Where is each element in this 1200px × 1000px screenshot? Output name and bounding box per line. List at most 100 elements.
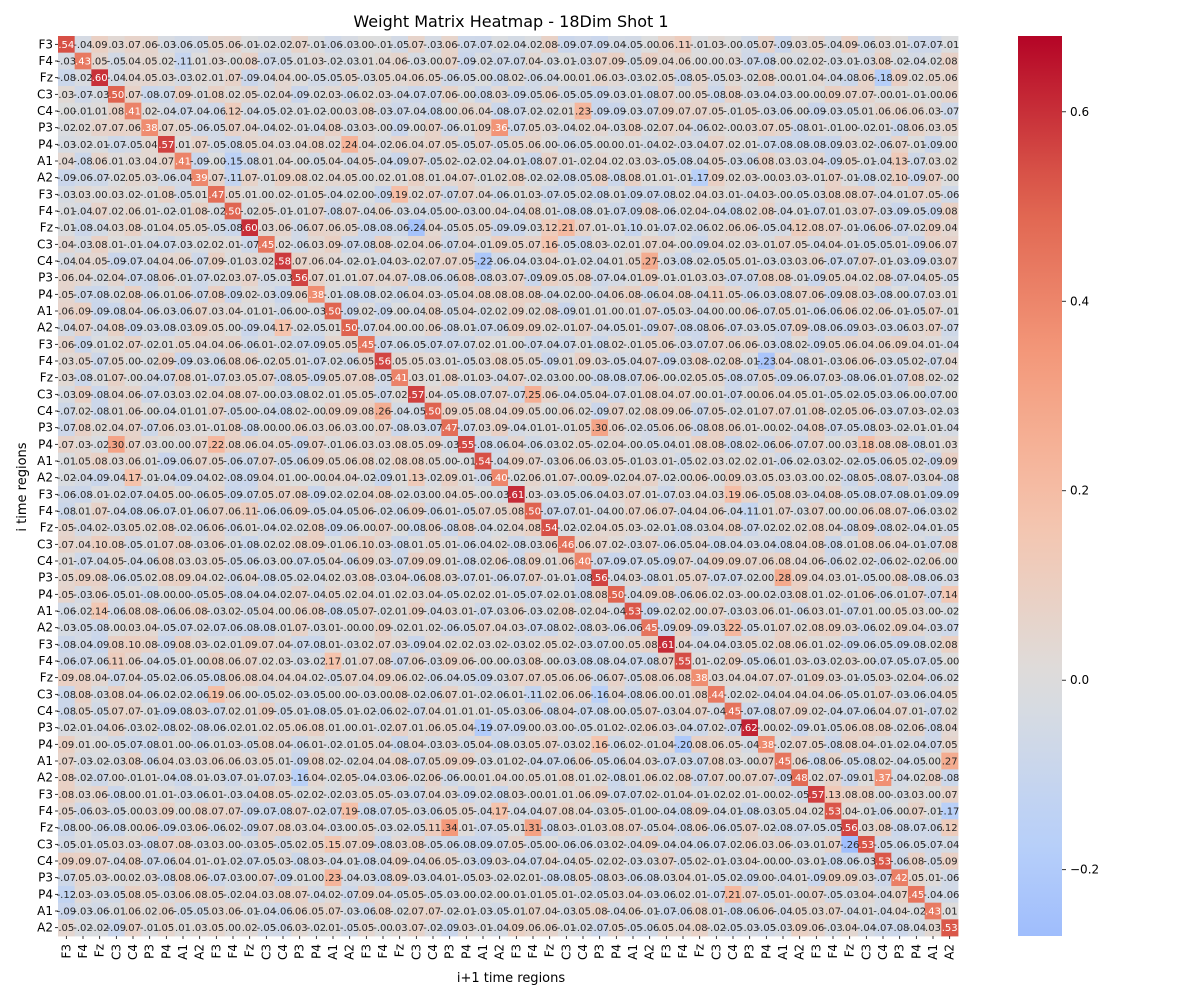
cell-annotation: .04 xyxy=(158,223,174,234)
cell-annotation: -.01 xyxy=(523,423,543,434)
cell-annotation: .09 xyxy=(942,457,958,468)
cell-annotation: -.08 xyxy=(690,323,710,334)
cell-annotation: -.03 xyxy=(540,457,560,468)
cell-annotation: .04 xyxy=(608,440,624,451)
cell-annotation: .03 xyxy=(758,190,774,201)
cell-annotation: .00 xyxy=(275,607,291,618)
cell-annotation: .05 xyxy=(925,190,941,201)
cell-annotation: .05 xyxy=(75,457,91,468)
cell-annotation: .03 xyxy=(925,123,941,134)
cell-annotation: -.07 xyxy=(890,373,910,384)
cell-annotation: .07 xyxy=(308,440,324,451)
cell-annotation: .11 xyxy=(242,507,258,518)
cell-annotation: .06 xyxy=(858,590,874,601)
cell-annotation: -.03 xyxy=(607,123,627,134)
cell-annotation: .03 xyxy=(825,373,841,384)
cell-annotation: -.08 xyxy=(573,573,593,584)
cell-annotation: .06 xyxy=(675,57,691,68)
cell-annotation: -.00 xyxy=(640,40,660,51)
cell-annotation: -.06 xyxy=(423,507,443,518)
heatmap-cell xyxy=(558,69,576,87)
cell-annotation: -.06 xyxy=(290,240,310,251)
cell-annotation: .02 xyxy=(942,507,958,518)
cell-annotation: .09 xyxy=(542,273,558,284)
cell-annotation: .02 xyxy=(408,190,424,201)
cell-annotation: .05 xyxy=(108,357,124,368)
heatmap-cell xyxy=(341,36,359,54)
cell-annotation: -.00 xyxy=(940,657,960,668)
cell-annotation: .01 xyxy=(842,573,858,584)
cell-annotation: -.01 xyxy=(890,190,910,201)
cell-annotation: .01 xyxy=(542,207,558,218)
cell-annotation: .07 xyxy=(658,90,674,101)
cell-annotation: -.00 xyxy=(557,73,577,84)
cell-annotation: .05 xyxy=(708,407,724,418)
cell-annotation: -.04 xyxy=(690,290,710,301)
cell-annotation: .03 xyxy=(925,290,941,301)
cell-annotation: -.07 xyxy=(807,373,827,384)
cell-annotation: .06 xyxy=(292,607,308,618)
cell-annotation: .08 xyxy=(158,573,174,584)
heatmap-cell xyxy=(574,36,592,54)
cell-annotation: -.03 xyxy=(690,523,710,534)
cell-annotation: -.08 xyxy=(673,73,693,84)
cell-annotation: .06 xyxy=(175,290,191,301)
cell-annotation: .05 xyxy=(575,423,591,434)
cell-annotation: -.01 xyxy=(207,423,227,434)
cell-annotation: .03 xyxy=(825,573,841,584)
cell-annotation: -.04 xyxy=(190,473,210,484)
cell-annotation: -.07 xyxy=(640,107,660,118)
cell-annotation: -.08 xyxy=(390,540,410,551)
cell-annotation: -.11 xyxy=(223,173,243,184)
cell-annotation: .03 xyxy=(192,557,208,568)
cell-annotation: .08 xyxy=(192,207,208,218)
cell-annotation: .03 xyxy=(58,373,74,384)
cell-annotation: .02 xyxy=(558,440,574,451)
cell-annotation: -.09 xyxy=(373,190,393,201)
cell-annotation: .09 xyxy=(825,90,841,101)
cell-annotation: .05 xyxy=(942,123,958,134)
cell-annotation: .07 xyxy=(58,440,74,451)
cell-annotation: .08 xyxy=(808,540,824,551)
cell-annotation: -.09 xyxy=(807,273,827,284)
cell-annotation: .07 xyxy=(208,407,224,418)
cell-annotation: -.02 xyxy=(707,657,727,668)
cell-annotation: .09 xyxy=(642,590,658,601)
cell-annotation: .19 xyxy=(725,490,741,501)
cell-annotation: .04 xyxy=(508,440,524,451)
cell-annotation: .01 xyxy=(108,240,124,251)
cell-annotation: -.03 xyxy=(940,407,960,418)
cell-annotation: .03 xyxy=(342,423,358,434)
cell-annotation: .03 xyxy=(108,457,124,468)
cell-annotation: .04 xyxy=(658,57,674,68)
heatmap-cell xyxy=(224,52,242,70)
cell-annotation: .04 xyxy=(325,257,341,268)
cell-annotation: -.02 xyxy=(923,57,943,68)
cell-annotation: -.02 xyxy=(207,207,227,218)
cell-annotation: .01 xyxy=(442,540,458,551)
cell-annotation: .02 xyxy=(675,607,691,618)
cell-annotation: .02 xyxy=(558,623,574,634)
cell-annotation: -.02 xyxy=(640,123,660,134)
cell-annotation: .01 xyxy=(275,473,291,484)
cell-annotation: .00 xyxy=(292,73,308,84)
cell-annotation: -.09 xyxy=(307,373,327,384)
cell-annotation: .03 xyxy=(842,440,858,451)
cell-annotation: .03 xyxy=(792,473,808,484)
cell-annotation: .00 xyxy=(542,407,558,418)
cell-annotation: .05 xyxy=(308,190,324,201)
heatmap-cell xyxy=(424,69,442,87)
cell-annotation: -.08 xyxy=(873,523,893,534)
heatmap-cell xyxy=(824,52,842,70)
cell-annotation: .07 xyxy=(358,273,374,284)
cell-annotation: .07 xyxy=(608,407,624,418)
cell-annotation: .03 xyxy=(225,273,241,284)
cell-annotation: .06 xyxy=(792,640,808,651)
cell-annotation: -.07 xyxy=(240,240,260,251)
cell-annotation: -.01 xyxy=(223,640,243,651)
cell-annotation: .09 xyxy=(425,557,441,568)
cell-annotation: .08 xyxy=(875,273,891,284)
cell-annotation: .08 xyxy=(242,673,258,684)
cell-annotation: .07 xyxy=(508,273,524,284)
cell-annotation: .07 xyxy=(642,240,658,251)
